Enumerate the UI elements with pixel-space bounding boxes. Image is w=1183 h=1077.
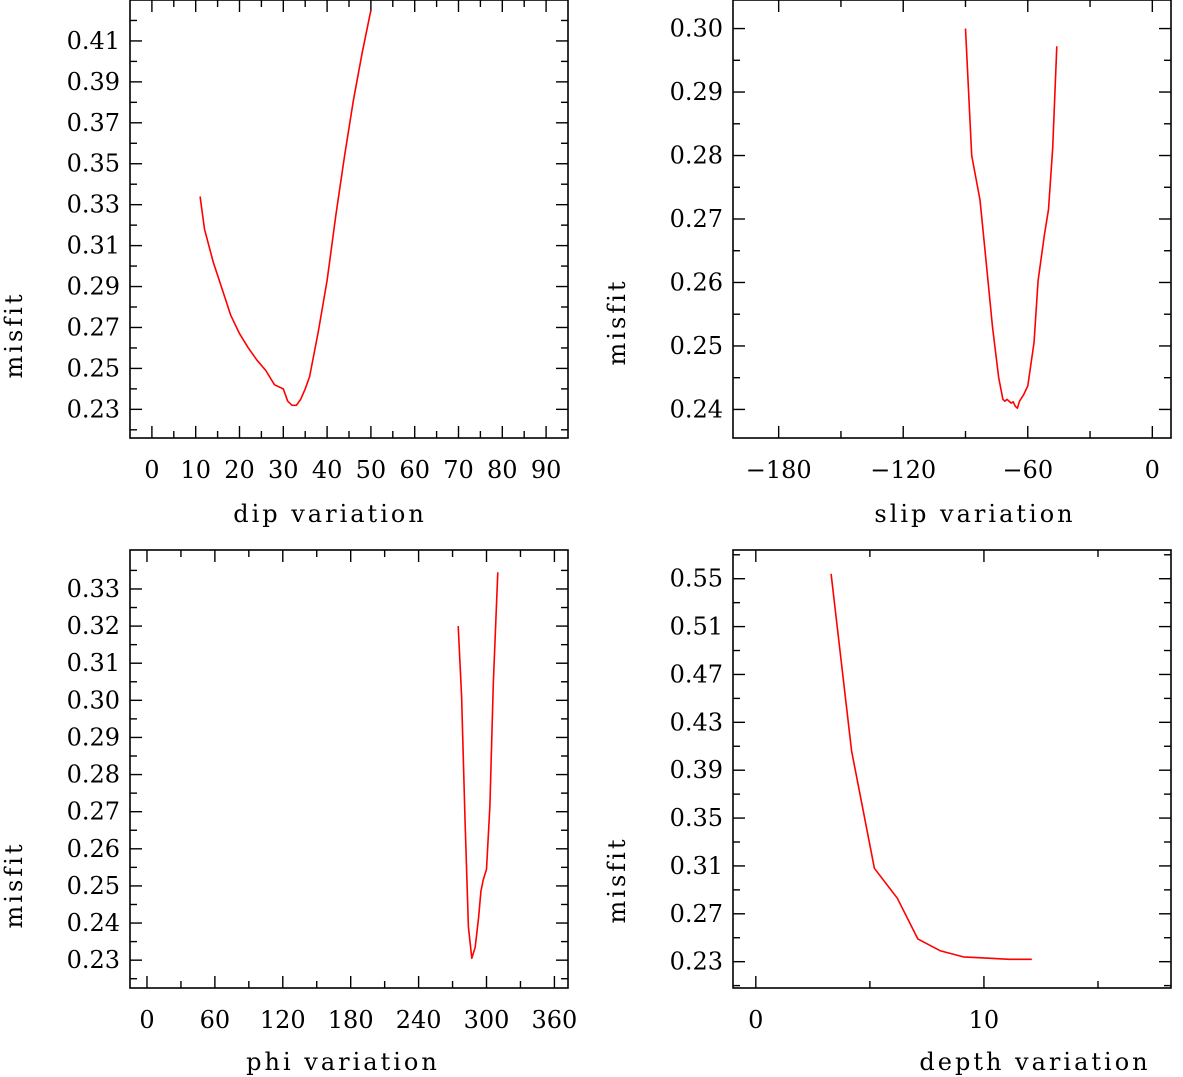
x-tick-label: −120 bbox=[870, 456, 936, 484]
y-tick-label: 0.35 bbox=[670, 804, 723, 832]
x-tick-label: 30 bbox=[268, 456, 299, 484]
y-tick-label: 0.55 bbox=[670, 565, 723, 593]
y-tick-label: 0.28 bbox=[67, 761, 120, 789]
x-tick-label: 90 bbox=[531, 456, 562, 484]
x-axis-label: dip variation bbox=[233, 500, 427, 528]
y-tick-label: 0.39 bbox=[67, 68, 120, 96]
x-tick-label: 0 bbox=[144, 456, 159, 484]
x-tick-label: 60 bbox=[200, 1006, 231, 1034]
y-tick-label: 0.32 bbox=[67, 612, 120, 640]
x-tick-label: 10 bbox=[969, 1006, 1000, 1034]
y-tick-label: 0.31 bbox=[670, 852, 723, 880]
y-tick-label: 0.30 bbox=[67, 686, 120, 714]
misfit-curve bbox=[964, 28, 1058, 410]
x-tick-label: 70 bbox=[443, 456, 474, 484]
y-tick-label: 0.29 bbox=[67, 723, 120, 751]
y-tick-label: 0.51 bbox=[670, 613, 723, 641]
x-tick-label: −180 bbox=[746, 456, 812, 484]
y-axis-label: misfit bbox=[603, 279, 631, 366]
x-tick-label: 80 bbox=[487, 456, 518, 484]
y-axis-label: misfit bbox=[0, 842, 28, 929]
y-tick-label: 0.41 bbox=[67, 27, 120, 55]
y-tick-label: 0.35 bbox=[67, 150, 120, 178]
misfit-curve bbox=[457, 572, 499, 960]
panel-depth-variation: 0 10 0.23 0.27 0.31 0.35 0.39 0.43 0.47 0.51 0.55 d… bbox=[603, 549, 1172, 1076]
y-tick-label: 0.29 bbox=[67, 273, 120, 301]
y-tick-label: 0.25 bbox=[67, 872, 120, 900]
y-tick-label: 0.39 bbox=[670, 756, 723, 784]
y-tick-label: 0.24 bbox=[670, 395, 723, 423]
y-tick-label: 0.33 bbox=[67, 191, 120, 219]
misfit-curve bbox=[199, 10, 372, 407]
x-tick-label: 0 bbox=[1145, 456, 1160, 484]
y-tick-label: 0.43 bbox=[670, 708, 723, 736]
y-tick-label: 0.23 bbox=[67, 946, 120, 974]
y-axis-label: misfit bbox=[603, 837, 631, 924]
y-tick-label: 0.30 bbox=[670, 15, 723, 43]
x-axis-label: phi variation bbox=[246, 1048, 440, 1076]
x-tick-label: 120 bbox=[260, 1006, 306, 1034]
plot-frame bbox=[129, 549, 569, 989]
y-tick-label: 0.33 bbox=[67, 575, 120, 603]
plot-frame bbox=[129, 0, 569, 439]
x-axis-label: slip variation bbox=[874, 500, 1075, 528]
y-tick-label: 0.37 bbox=[67, 109, 120, 137]
y-tick-label: 0.26 bbox=[67, 835, 120, 863]
y-tick-label: 0.29 bbox=[670, 78, 723, 106]
panel-phi-variation: 0 60 120 180 240 300 360 0.23 0.24 0.25 0.26 0.27 0.… bbox=[0, 549, 578, 1076]
y-tick-label: 0.26 bbox=[670, 268, 723, 296]
x-tick-label: −60 bbox=[1002, 456, 1053, 484]
y-tick-label: 0.27 bbox=[670, 205, 723, 233]
y-tick-label: 0.25 bbox=[67, 354, 120, 382]
plot-frame bbox=[732, 0, 1172, 439]
x-tick-label: 60 bbox=[399, 456, 430, 484]
y-tick-label: 0.31 bbox=[67, 232, 120, 260]
x-tick-label: 0 bbox=[139, 1006, 154, 1034]
y-tick-label: 0.24 bbox=[67, 909, 120, 937]
y-tick-label: 0.27 bbox=[670, 900, 723, 928]
panel-slip-variation: −180 −120 −60 0 0.24 0.25 0.26 0.27 0.28 0.29 0.30… bbox=[603, 0, 1172, 528]
x-tick-label: 180 bbox=[328, 1006, 374, 1034]
x-axis-label: depth variation bbox=[919, 1048, 1150, 1076]
y-tick-label: 0.23 bbox=[67, 395, 120, 423]
x-tick-label: 10 bbox=[180, 456, 211, 484]
y-tick-label: 0.47 bbox=[670, 660, 723, 688]
panel-dip-variation: 0 10 20 30 40 50 60 70 80 90 0.23 0.25 0.27 0.29 0.31 0… bbox=[0, 0, 569, 528]
misfit-curve bbox=[830, 573, 1032, 961]
y-tick-label: 0.27 bbox=[67, 798, 120, 826]
y-axis-label: misfit bbox=[0, 292, 28, 379]
y-tick-label: 0.23 bbox=[670, 948, 723, 976]
x-tick-label: 240 bbox=[396, 1006, 442, 1034]
x-tick-label: 50 bbox=[356, 456, 387, 484]
y-tick-label: 0.31 bbox=[67, 649, 120, 677]
x-tick-label: 40 bbox=[312, 456, 343, 484]
y-tick-label: 0.28 bbox=[670, 142, 723, 170]
x-tick-label: 20 bbox=[224, 456, 255, 484]
y-tick-label: 0.25 bbox=[670, 332, 723, 360]
plot-frame bbox=[732, 549, 1172, 989]
y-tick-label: 0.27 bbox=[67, 313, 120, 341]
x-tick-label: 360 bbox=[532, 1006, 578, 1034]
x-tick-label: 0 bbox=[748, 1006, 763, 1034]
x-tick-label: 300 bbox=[464, 1006, 510, 1034]
